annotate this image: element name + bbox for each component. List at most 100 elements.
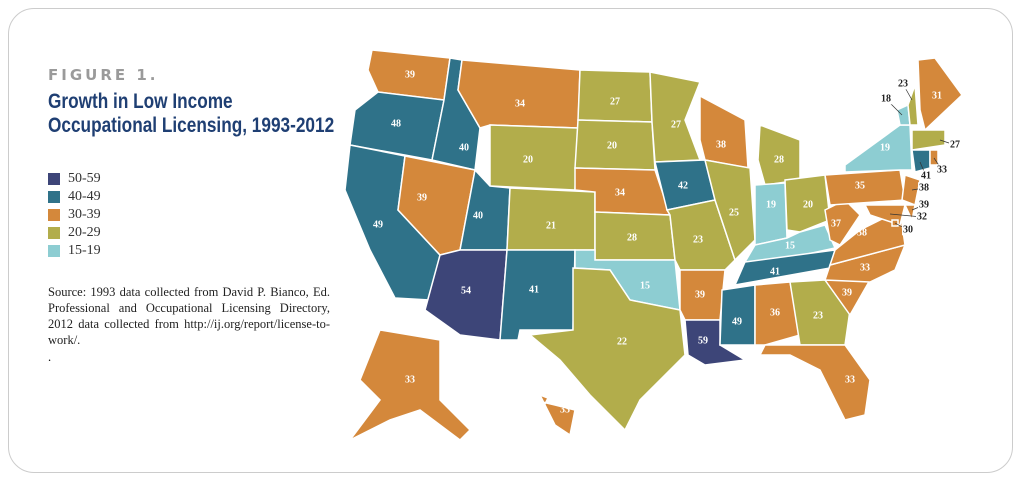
legend-swatch — [48, 227, 60, 239]
legend-swatch — [48, 245, 60, 257]
state — [917, 57, 963, 132]
state-label: 39 — [919, 199, 929, 210]
state — [844, 124, 913, 173]
state-label: 20 — [523, 154, 533, 165]
state-label: 54 — [461, 285, 471, 296]
state-label: 48 — [391, 118, 401, 129]
legend-label: 40-49 — [68, 189, 101, 204]
label-bg — [936, 164, 948, 176]
state-label: 32 — [917, 211, 927, 222]
title: Growth in Low Income Occupational Licens… — [48, 90, 335, 137]
state-label: 38 — [919, 182, 929, 193]
state-label: 15 — [640, 280, 650, 291]
state-label: 23 — [898, 78, 908, 89]
state-label: 21 — [546, 220, 556, 231]
state-label: 30 — [903, 224, 913, 235]
state-label: 25 — [729, 207, 739, 218]
legend-swatch — [48, 209, 60, 221]
state-label: 23 — [693, 234, 703, 245]
state-label: 37 — [831, 218, 841, 229]
label-bg — [920, 170, 932, 182]
legend-item: 15-19 — [48, 242, 101, 260]
state — [789, 279, 851, 346]
state — [911, 129, 946, 151]
source: Source: 1993 data collected from David P… — [48, 285, 330, 347]
state — [719, 284, 756, 346]
state — [911, 149, 931, 173]
figure-label: FIGURE 1. — [48, 66, 159, 84]
state — [537, 393, 576, 437]
state-label: 22 — [617, 336, 627, 347]
state — [703, 159, 756, 262]
state-label: 39 — [842, 287, 852, 298]
legend-label: 20-29 — [68, 225, 101, 240]
state-label: 20 — [607, 140, 617, 151]
note: . — [48, 350, 52, 364]
state — [903, 204, 916, 223]
state-label: 33 — [560, 404, 570, 415]
state-label: 34 — [515, 98, 525, 109]
legend-label: 30-39 — [68, 207, 101, 222]
label-bg — [902, 224, 914, 236]
state-label: 27 — [950, 139, 960, 150]
state-label: 39 — [695, 289, 705, 300]
state-label: 15 — [785, 240, 795, 251]
state-label: 35 — [855, 180, 865, 191]
label-bg — [949, 139, 961, 151]
state-label: 27 — [671, 119, 681, 130]
label-bg — [918, 182, 930, 194]
state-label: 34 — [615, 187, 625, 198]
state-label: 23 — [813, 310, 823, 321]
state-label: 39 — [405, 69, 415, 80]
state-label: 41 — [921, 170, 931, 181]
state-label: 41 — [529, 284, 539, 295]
state-label: 59 — [698, 335, 708, 346]
legend-swatch — [48, 173, 60, 185]
legend-label: 50-59 — [68, 171, 101, 186]
state-label: 27 — [610, 96, 620, 107]
state — [457, 59, 581, 129]
legend-swatch — [48, 191, 60, 203]
state-label: 33 — [845, 374, 855, 385]
state-label: 28 — [774, 154, 784, 165]
state — [349, 329, 472, 441]
state-label: 28 — [627, 232, 637, 243]
state — [754, 281, 801, 346]
state-label: 33 — [405, 374, 415, 385]
state — [824, 169, 906, 206]
state — [649, 71, 702, 163]
legend: 50-59 40-49 30-39 20-29 15-19 — [48, 170, 101, 260]
state-label: 18 — [881, 93, 891, 104]
state-label: 38 — [857, 227, 867, 238]
state — [528, 267, 686, 432]
state — [784, 174, 831, 233]
state — [699, 94, 749, 169]
state-label: 49 — [732, 316, 742, 327]
state-label: 42 — [678, 180, 688, 191]
state-label: 40 — [473, 210, 483, 221]
state-label: 36 — [770, 307, 780, 318]
state-label: 38 — [716, 139, 726, 150]
state-label: 33 — [937, 164, 947, 175]
state — [901, 173, 921, 207]
state-label: 41 — [770, 266, 780, 277]
state-label: 19 — [766, 199, 776, 210]
legend-item: 30-39 — [48, 206, 101, 224]
legend-item: 20-29 — [48, 224, 101, 242]
legend-item: 50-59 — [48, 170, 101, 188]
state-label: 19 — [880, 142, 890, 153]
label-bg — [916, 211, 928, 223]
state-label: 39 — [417, 192, 427, 203]
label-bg — [897, 78, 909, 90]
state — [907, 84, 919, 126]
state-label: 31 — [932, 90, 942, 101]
state — [754, 182, 788, 246]
legend-label: 15-19 — [68, 243, 101, 258]
card — [8, 8, 1013, 473]
state-label: 49 — [373, 219, 383, 230]
state — [506, 187, 596, 251]
state-label: 20 — [803, 199, 813, 210]
label-bg — [880, 93, 892, 105]
